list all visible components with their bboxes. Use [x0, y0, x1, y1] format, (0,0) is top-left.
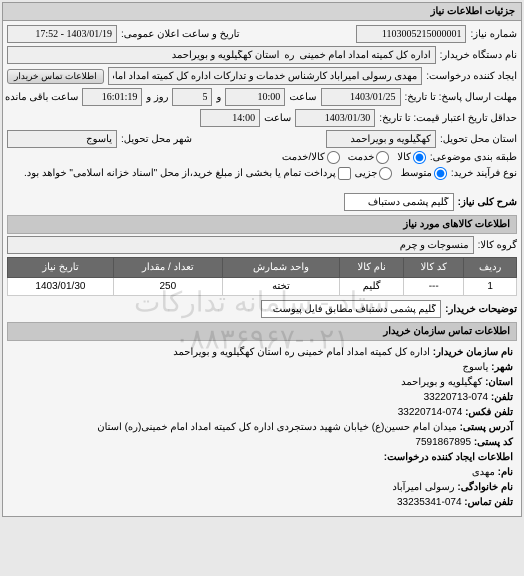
process-radios: متوسط جزیی — [355, 167, 447, 180]
radio-goods[interactable]: کالا — [397, 151, 426, 164]
input-validity-time — [200, 109, 260, 127]
input-requester — [108, 67, 423, 85]
label-reply-deadline: مهلت ارسال پاسخ: تا تاریخ: — [405, 92, 517, 103]
panel-title: جزئیات اطلاعات نیاز — [3, 3, 521, 21]
c-city-l: شهر: — [491, 362, 513, 373]
c-fax-l: تلفن فکس: — [465, 407, 513, 418]
c-family-v: رسولی امیرآباد — [392, 482, 454, 493]
buyer-contact-button[interactable]: اطلاعات تماس خریدار — [7, 69, 104, 84]
th-row: ردیف — [464, 258, 517, 278]
c-prov-v: کهگیلویه و بویراحمد — [401, 377, 482, 388]
row-province: استان محل تحویل: شهر محل تحویل: — [7, 130, 517, 148]
th-code: کد کالا — [404, 258, 464, 278]
c-org-l: نام سازمان خریدار: — [433, 347, 513, 358]
contact-block: نام سازمان خریدار: اداره کل کمیته امداد … — [7, 343, 517, 512]
label-process: نوع فرآیند خرید: — [451, 168, 517, 179]
row-reply-deadline: مهلت ارسال پاسخ: تا تاریخ: ساعت و روز و … — [7, 88, 517, 106]
radio-both[interactable]: کالا/خدمت — [282, 151, 340, 164]
row-validity: حداقل تاریخ اعتبار قیمت: تا تاریخ: ساعت — [7, 109, 517, 127]
c-postal-v: 7591867895 — [415, 437, 471, 448]
label-remain-days: روز و — [146, 92, 168, 103]
c-name-l: نام: — [498, 467, 513, 478]
goods-table: ردیف کد کالا نام کالا واحد شمارش تعداد /… — [7, 257, 517, 296]
c-rphone-v: 074-33235341 — [397, 497, 462, 508]
input-buyer-note — [261, 300, 441, 318]
goods-section-header: اطلاعات کالاهای مورد نیاز — [7, 215, 517, 234]
label-remain-left: ساعت باقی مانده — [5, 92, 78, 103]
th-date: تاریخ نیاز — [8, 258, 114, 278]
c-postal-l: کد پستی: — [474, 437, 513, 448]
label-requester: ایجاد کننده درخواست: — [426, 71, 517, 82]
need-details-panel: جزئیات اطلاعات نیاز شماره نیاز: تاریخ و … — [2, 2, 522, 517]
c-phone-l: تلفن: — [491, 392, 513, 403]
input-reply-time — [225, 88, 285, 106]
input-remain-time — [82, 88, 142, 106]
input-remain-days — [172, 88, 212, 106]
radio-medium[interactable]: متوسط — [400, 167, 446, 180]
label-general-desc: شرح کلی نیاز: — [458, 197, 517, 208]
c-req-header: اطلاعات ایجاد کننده درخواست: — [11, 450, 513, 465]
label-buyer-org: نام دستگاه خریدار: — [440, 50, 517, 61]
row-group: گروه کالا: — [7, 236, 517, 254]
c-phone-v: 074-33220713 — [424, 392, 489, 403]
c-city-v: یاسوج — [463, 362, 489, 373]
c-addr-l: آدرس پستی: — [460, 422, 513, 433]
label-city: شهر محل تحویل: — [121, 134, 192, 145]
input-group — [7, 236, 474, 254]
c-fax-v: 074-33220714 — [398, 407, 463, 418]
input-announce-date — [7, 25, 117, 43]
label-group: گروه کالا: — [478, 240, 517, 251]
table-header-row: ردیف کد کالا نام کالا واحد شمارش تعداد /… — [8, 258, 517, 278]
input-general-desc — [344, 193, 454, 211]
c-rphone-l: تلفن تماس: — [464, 497, 513, 508]
c-name-v: مهدی — [472, 467, 495, 478]
c-family-l: نام خانوادگی: — [457, 482, 513, 493]
contact-section-header: اطلاعات تماس سازمان خریدار — [7, 322, 517, 341]
label-validity: حداقل تاریخ اعتبار قیمت: تا تاریخ: — [379, 113, 517, 124]
label-buyer-note: توضیحات خریدار: — [445, 304, 517, 315]
budget-type-radios: کالا خدمت کالا/خدمت — [282, 151, 426, 164]
label-announce-date: تاریخ و ساعت اعلان عمومی: — [121, 29, 240, 40]
label-budget-type: طبقه بندی موضوعی: — [430, 152, 517, 163]
input-city — [7, 130, 117, 148]
th-name: نام کالا — [340, 258, 404, 278]
row-buyer-note: توضیحات خریدار: — [7, 300, 517, 318]
label-province: استان محل تحویل: — [440, 134, 517, 145]
label-validity-time: ساعت — [264, 113, 291, 124]
row-budget-type: طبقه بندی موضوعی: کالا خدمت کالا/خدمت — [7, 151, 517, 164]
input-reply-date — [321, 88, 401, 106]
table-body: 1 --- گلیم تخته 250 1403/01/30 — [8, 278, 517, 296]
label-req-no: شماره نیاز: — [470, 29, 517, 40]
treasury-checkbox[interactable]: پرداخت تمام یا بخشی از مبلغ خرید،از محل … — [24, 167, 351, 180]
label-reply-time: ساعت — [289, 92, 316, 103]
row-req-no: شماره نیاز: تاریخ و ساعت اعلان عمومی: — [7, 25, 517, 43]
th-unit: واحد شمارش — [222, 258, 339, 278]
row-requester: ایجاد کننده درخواست: اطلاعات تماس خریدار — [7, 67, 517, 85]
input-req-no — [356, 25, 466, 43]
row-process: نوع فرآیند خرید: متوسط جزیی پرداخت تمام … — [7, 167, 517, 180]
c-addr-v: میدان امام حسین(ع) خیابان شهید دستجردی ا… — [97, 422, 457, 433]
c-prov-l: استان: — [485, 377, 513, 388]
label-remain-and: و — [216, 92, 221, 103]
input-buyer-org — [7, 46, 436, 64]
row-buyer-org: نام دستگاه خریدار: — [7, 46, 517, 64]
c-org-v: اداره کل کمیته امداد امام خمینی ره استان… — [173, 347, 430, 358]
th-qty: تعداد / مقدار — [113, 258, 222, 278]
input-validity-date — [295, 109, 375, 127]
radio-minor[interactable]: جزیی — [355, 167, 393, 180]
radio-service[interactable]: خدمت — [348, 151, 390, 164]
row-general-desc: شرح کلی نیاز: — [7, 193, 517, 211]
table-row[interactable]: 1 --- گلیم تخته 250 1403/01/30 — [8, 278, 517, 296]
input-province — [326, 130, 436, 148]
